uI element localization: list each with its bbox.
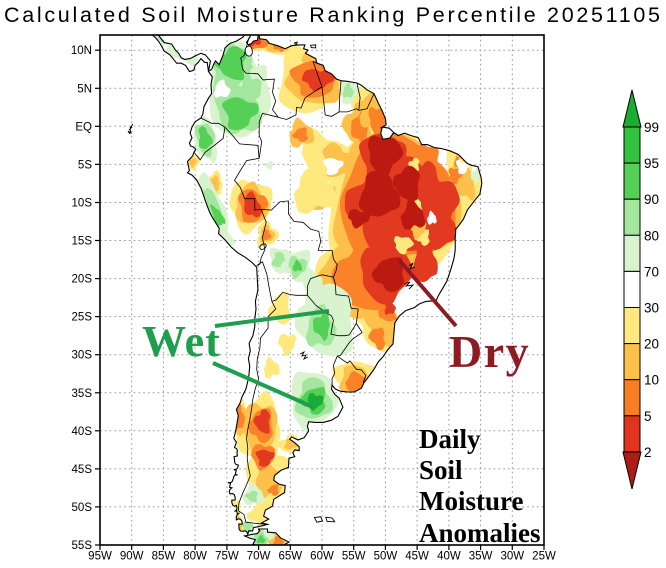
svg-text:85W: 85W [152, 551, 176, 563]
svg-text:80W: 80W [183, 551, 207, 563]
svg-text:30S: 30S [72, 350, 93, 362]
svg-text:55S: 55S [72, 540, 93, 552]
svg-text:Anomalies: Anomalies [419, 518, 541, 548]
svg-text:10N: 10N [71, 45, 92, 57]
svg-text:15S: 15S [72, 236, 93, 248]
svg-text:10: 10 [644, 373, 659, 388]
svg-text:EQ: EQ [75, 121, 92, 133]
svg-text:40S: 40S [72, 426, 93, 438]
svg-text:5: 5 [644, 409, 652, 424]
svg-text:40W: 40W [437, 551, 461, 563]
svg-text:99: 99 [644, 120, 659, 135]
svg-text:70: 70 [644, 264, 659, 279]
svg-text:95: 95 [644, 156, 659, 171]
svg-text:75W: 75W [215, 551, 239, 563]
svg-text:10S: 10S [72, 198, 93, 210]
svg-text:25W: 25W [532, 551, 556, 563]
svg-text:50S: 50S [72, 502, 93, 514]
svg-text:2: 2 [644, 445, 652, 460]
svg-text:Calculated Soil Moisture Ranki: Calculated Soil Moisture Ranking Percent… [4, 3, 663, 27]
svg-text:Moisture: Moisture [419, 486, 523, 516]
svg-text:70W: 70W [247, 551, 271, 563]
svg-text:30: 30 [644, 301, 659, 316]
svg-text:80: 80 [644, 228, 659, 243]
svg-text:35W: 35W [469, 551, 493, 563]
svg-text:Wet: Wet [142, 317, 221, 366]
svg-text:45W: 45W [405, 551, 429, 563]
svg-text:95W: 95W [88, 551, 112, 563]
svg-text:35S: 35S [72, 388, 93, 400]
svg-text:5N: 5N [77, 83, 92, 95]
svg-text:50W: 50W [374, 551, 398, 563]
svg-text:5S: 5S [78, 159, 92, 171]
svg-text:Dry: Dry [449, 326, 530, 377]
svg-text:20S: 20S [72, 274, 93, 286]
svg-text:65W: 65W [278, 551, 302, 563]
svg-text:60W: 60W [310, 551, 334, 563]
svg-text:90: 90 [644, 192, 659, 207]
svg-text:45S: 45S [72, 464, 93, 476]
svg-text:Soil: Soil [419, 455, 463, 485]
svg-text:55W: 55W [342, 551, 366, 563]
svg-text:25S: 25S [72, 312, 93, 324]
svg-text:20: 20 [644, 337, 659, 352]
svg-text:Daily: Daily [419, 424, 481, 454]
svg-text:90W: 90W [120, 551, 144, 563]
svg-text:30W: 30W [500, 551, 524, 563]
